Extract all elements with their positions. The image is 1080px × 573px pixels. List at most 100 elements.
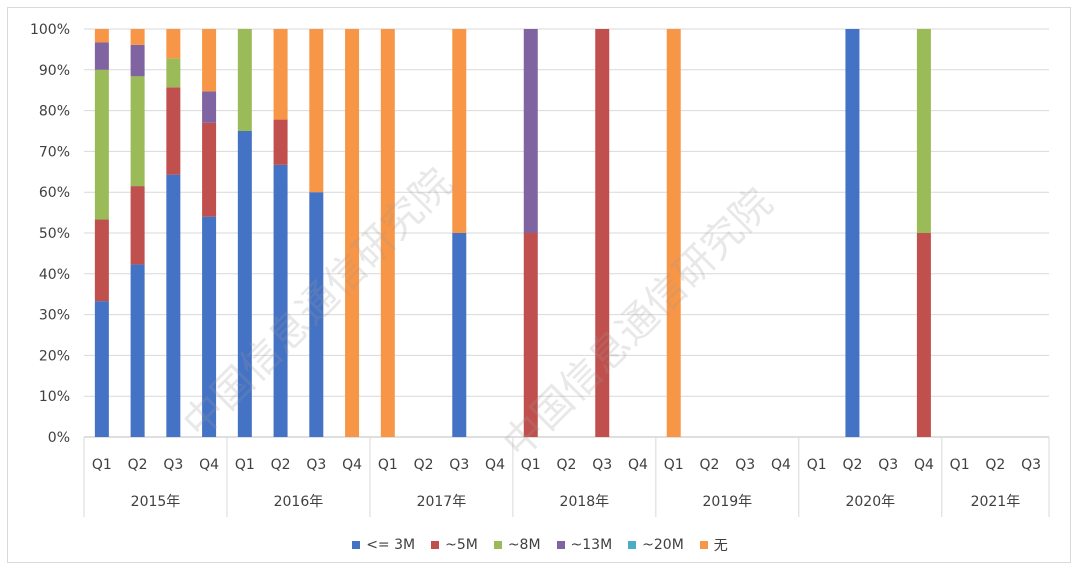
legend-label: ~8M — [507, 537, 541, 553]
legend-item: ~8M — [493, 537, 541, 553]
x-group-label: 2019年 — [703, 494, 753, 510]
bar-segment — [202, 122, 217, 217]
legend-swatch — [431, 541, 440, 549]
bar-segment — [94, 42, 109, 70]
x-tick-label: Q2 — [842, 457, 862, 473]
legend-label: ~13M — [570, 537, 613, 553]
legend-item: <= 3M — [352, 537, 415, 553]
bar-segment — [916, 233, 931, 437]
legend-item: ~13M — [556, 537, 613, 553]
chart-frame — [7, 7, 1071, 563]
x-tick-label: Q4 — [914, 457, 934, 473]
bar-segment — [345, 29, 360, 437]
y-tick-label: 60% — [39, 185, 70, 201]
x-tick-label: Q3 — [878, 457, 898, 473]
watermark: 中国信息通信研究院 中国信息通信研究院 — [175, 160, 782, 467]
x-tick-label: Q1 — [807, 457, 827, 473]
bar-segment — [94, 301, 109, 437]
bar-segment — [202, 91, 217, 123]
y-tick-label: 20% — [39, 348, 70, 364]
bar-segment — [166, 174, 181, 437]
x-tick-label: Q3 — [163, 457, 183, 473]
legend-item: ~5M — [431, 537, 478, 553]
x-tick-label: Q3 — [735, 457, 755, 473]
y-tick-label: 10% — [39, 389, 70, 405]
x-tick-label: Q1 — [521, 457, 541, 473]
x-tick-label: Q2 — [699, 457, 719, 473]
bar-segment — [845, 29, 860, 437]
x-tick-label: Q1 — [378, 457, 398, 473]
x-tick-label: Q3 — [1021, 457, 1041, 473]
x-tick-label: Q1 — [92, 457, 112, 473]
bar-segment — [273, 29, 288, 120]
y-tick-label: 100% — [30, 22, 70, 38]
x-tick-label: Q3 — [449, 457, 469, 473]
legend-label: ~5M — [445, 537, 478, 553]
x-tick-label: Q4 — [628, 457, 648, 473]
bar-segment — [166, 58, 181, 88]
legend-swatch — [352, 541, 361, 549]
bar-segment — [452, 29, 467, 233]
bar-segment — [309, 29, 324, 193]
bar-segment — [130, 186, 145, 265]
bar-segment — [237, 29, 252, 131]
legend-swatch — [628, 541, 637, 549]
x-group-label: 2015年 — [131, 494, 181, 510]
bar-segment — [273, 119, 288, 165]
bar-segment — [666, 29, 681, 437]
chart-legend: <= 3M ~5M ~8M ~13M ~20M 无 — [0, 532, 1080, 558]
legend-label: 无 — [713, 538, 728, 554]
y-tick-label: 0% — [48, 430, 70, 446]
legend-item: ~20M — [628, 537, 684, 553]
bar-segment — [237, 131, 252, 437]
bar-segment — [166, 29, 181, 59]
legend-label: ~20M — [642, 537, 684, 553]
bar-segment — [452, 233, 467, 437]
x-tick-label: Q1 — [664, 457, 684, 473]
bar-segment — [94, 69, 109, 220]
bar-segment — [523, 233, 538, 437]
x-tick-label: Q1 — [950, 457, 970, 473]
x-tick-label: Q1 — [235, 457, 255, 473]
legend-item: 无 — [699, 535, 728, 555]
bar-segment — [273, 164, 288, 437]
bar-segment — [94, 29, 109, 43]
bar-segment — [202, 29, 217, 92]
bar-segment — [130, 76, 145, 187]
legend-swatch — [556, 541, 565, 549]
x-tick-label: Q2 — [985, 457, 1005, 473]
x-group-label: 2021年 — [971, 494, 1021, 510]
x-tick-label: Q4 — [342, 457, 362, 473]
x-group-label: 2020年 — [845, 494, 895, 510]
x-group-label: 2017年 — [417, 494, 467, 510]
x-tick-label: Q2 — [414, 457, 434, 473]
x-tick-label: Q4 — [199, 457, 219, 473]
y-tick-label: 90% — [39, 63, 70, 79]
stacked-bar-chart: 0% 10% 20% 30% 40% 50% 60% 70% 80% 90% 100% Q1 Q2 Q3 Q… — [30, 22, 1050, 517]
x-group-label: 2018年 — [560, 494, 610, 510]
legend-label: <= 3M — [366, 537, 416, 553]
x-tick-label: Q3 — [306, 457, 326, 473]
x-tick-label: Q2 — [128, 457, 148, 473]
bar-segment — [166, 87, 181, 175]
x-tick-label: Q4 — [771, 457, 791, 473]
x-group-label: 2016年 — [274, 494, 324, 510]
y-tick-label: 30% — [39, 308, 70, 324]
y-tick-label: 50% — [39, 226, 70, 242]
legend-swatch — [493, 541, 502, 549]
bar-segment — [202, 216, 217, 437]
x-tick-label: Q2 — [557, 457, 577, 473]
legend-swatch — [699, 541, 708, 549]
bar-segment — [523, 29, 538, 233]
bar-segment — [916, 29, 931, 233]
y-tick-label: 40% — [39, 267, 70, 283]
x-tick-label: Q4 — [485, 457, 505, 473]
y-tick-label: 80% — [39, 104, 70, 120]
bar-segment — [309, 192, 324, 437]
bar-segment — [130, 44, 145, 77]
bar-segment — [94, 219, 109, 302]
x-tick-label: Q2 — [271, 457, 291, 473]
bar-segment — [130, 264, 145, 437]
x-tick-label: Q3 — [592, 457, 612, 473]
bar-segment — [380, 29, 395, 437]
